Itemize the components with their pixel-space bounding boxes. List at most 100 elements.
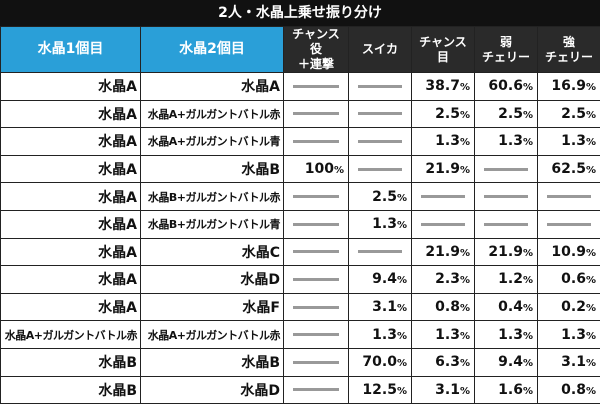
cell xyxy=(537,209,600,239)
cell xyxy=(474,182,538,211)
cell: 62.5% xyxy=(537,154,600,184)
row: 水晶A 水晶A 38.7% 60.6% 16.9% xyxy=(0,72,600,101)
cell xyxy=(283,209,349,239)
cell: 21.9% xyxy=(474,237,538,267)
row: 水晶A 水晶B 100% 21.9% 62.5% xyxy=(0,154,600,184)
cell: 水晶A xyxy=(0,209,141,239)
cell xyxy=(283,127,349,156)
row: 水晶A 水晶D 9.4% 2.3% 1.2% 0.6% xyxy=(0,265,600,294)
row: 水晶A+ガルガントバトル赤 水晶A+ガルガントバトル赤 1.3% 1.3% 1.3% 1.… xyxy=(0,320,600,349)
dash xyxy=(357,139,403,143)
dash xyxy=(292,360,340,364)
header-cell: 水晶1個目 xyxy=(0,26,141,73)
dash xyxy=(546,195,592,199)
dash xyxy=(292,195,340,199)
cell xyxy=(283,347,349,377)
row: 水晶A 水晶A+ガルガントバトル青 1.3% 1.3% 1.3% xyxy=(0,127,600,156)
cell: 3.1% xyxy=(537,347,600,377)
cell: 水晶B+ガルガントバトル赤 xyxy=(140,182,284,211)
cell: 2.5% xyxy=(411,99,475,129)
dash xyxy=(292,222,340,226)
cell: 38.7% xyxy=(411,72,475,101)
dash xyxy=(357,112,403,116)
header-cell: 弱 チェリー xyxy=(474,26,538,73)
cell: 16.9% xyxy=(537,72,600,101)
dash xyxy=(292,388,340,392)
cell xyxy=(283,237,349,267)
cell xyxy=(283,265,349,294)
dash xyxy=(420,222,466,226)
cell: 水晶A+ガルガントバトル青 xyxy=(140,127,284,156)
cell xyxy=(348,154,412,184)
cell: 0.8% xyxy=(411,292,475,322)
table: 水晶1個目 水晶2個目 チャンス役 ＋連撃 スイカ チャンス 目弱 チェリー強 チェリー… xyxy=(0,26,600,404)
dash xyxy=(292,333,340,337)
dash xyxy=(483,195,529,199)
cell: 1.3% xyxy=(348,209,412,239)
cell: 2.5% xyxy=(348,182,412,211)
cell: 水晶A xyxy=(140,72,284,101)
cell: 21.9% xyxy=(411,237,475,267)
cell: 100% xyxy=(283,154,349,184)
row: 水晶A 水晶C 21.9% 21.9% 10.9% xyxy=(0,237,600,267)
dash xyxy=(292,305,340,309)
title: 2人・水晶上乗せ振り分け xyxy=(0,0,600,26)
cell: 9.4% xyxy=(474,347,538,377)
cell xyxy=(348,237,412,267)
cell xyxy=(348,99,412,129)
dash xyxy=(292,139,340,143)
cell: 水晶B+ガルガントバトル青 xyxy=(140,209,284,239)
cell xyxy=(348,127,412,156)
cell: 1.3% xyxy=(537,127,600,156)
cell: 水晶B xyxy=(140,154,284,184)
cell: 水晶D xyxy=(140,375,284,404)
dash xyxy=(357,250,403,254)
dash xyxy=(357,167,403,171)
cell: 9.4% xyxy=(348,265,412,294)
cell xyxy=(348,72,412,101)
cell: 0.6% xyxy=(537,265,600,294)
header-row: 水晶1個目 水晶2個目 チャンス役 ＋連撃 スイカ チャンス 目弱 チェリー強 チェリー xyxy=(0,26,600,73)
row: 水晶A 水晶A+ガルガントバトル赤 2.5% 2.5% 2.5% xyxy=(0,99,600,129)
cell: 3.1% xyxy=(348,292,412,322)
cell: 2.5% xyxy=(474,99,538,129)
cell: 3.1% xyxy=(411,375,475,404)
row: 水晶B 水晶D 12.5% 3.1% 1.6% 0.8% xyxy=(0,375,600,404)
cell: 12.5% xyxy=(348,375,412,404)
dash xyxy=(357,84,403,88)
cell: 60.6% xyxy=(474,72,538,101)
cell: 1.3% xyxy=(537,320,600,349)
header-cell: チャンス役 ＋連撃 xyxy=(283,26,349,73)
cell: 1.2% xyxy=(474,265,538,294)
cell: 水晶A xyxy=(0,154,141,184)
cell xyxy=(411,182,475,211)
cell: 1.3% xyxy=(474,320,538,349)
row: 水晶A 水晶B+ガルガントバトル赤 2.5% xyxy=(0,182,600,211)
header-cell: スイカ xyxy=(348,26,412,73)
cell: 水晶A xyxy=(0,292,141,322)
cell: 21.9% xyxy=(411,154,475,184)
cell xyxy=(474,154,538,184)
row: 水晶B 水晶B 70.0% 6.3% 9.4% 3.1% xyxy=(0,347,600,377)
cell: 0.4% xyxy=(474,292,538,322)
header-cell: 強 チェリー xyxy=(537,26,600,73)
cell: 水晶A xyxy=(0,72,141,101)
cell: 水晶B xyxy=(0,347,141,377)
cell: 水晶A+ガルガントバトル赤 xyxy=(0,320,141,349)
cell: 水晶A xyxy=(0,127,141,156)
cell xyxy=(283,182,349,211)
cell: 水晶C xyxy=(140,237,284,267)
cell: 水晶A+ガルガントバトル赤 xyxy=(140,99,284,129)
cell: 0.8% xyxy=(537,375,600,404)
dash xyxy=(420,195,466,199)
header-cell: 水晶2個目 xyxy=(140,26,284,73)
dash xyxy=(483,222,529,226)
cell xyxy=(283,292,349,322)
cell: 水晶A xyxy=(0,265,141,294)
dash xyxy=(292,112,340,116)
cell: 2.5% xyxy=(537,99,600,129)
cell xyxy=(283,99,349,129)
cell: 1.3% xyxy=(474,127,538,156)
cell xyxy=(537,182,600,211)
